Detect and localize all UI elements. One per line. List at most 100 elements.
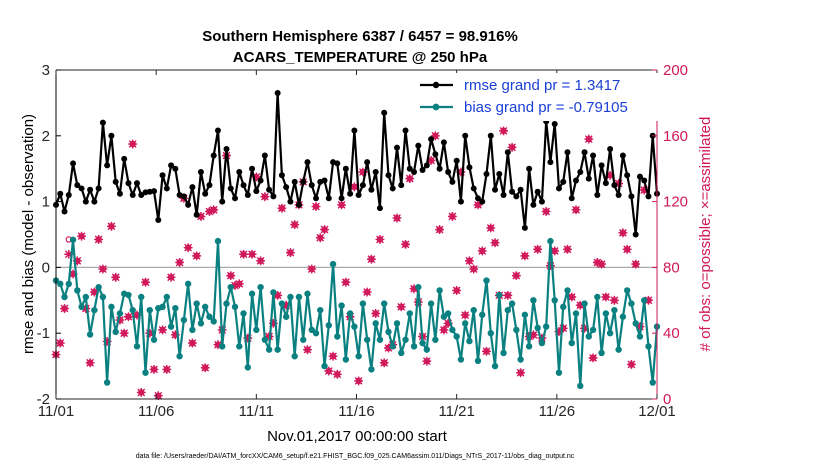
bias-point [69,236,77,243]
bias-point [65,280,72,288]
obs-assimilated-point [273,290,283,300]
obs-assimilated-point [503,290,513,300]
rmse-point [172,165,179,172]
bias-point [180,316,188,324]
obs-assimilated-point [554,327,564,336]
obs-assimilated-point [332,369,342,379]
bias-point [466,337,473,345]
bias-point [82,293,90,301]
rmse-point [538,198,545,205]
bias-point [265,346,273,353]
obs-assimilated-point [234,279,244,289]
bias-point [517,356,524,363]
rmse-point [99,119,106,126]
bias-point [389,343,396,350]
obs-assimilated-point [622,244,632,254]
rmse-point [530,201,537,208]
rmse-point [197,168,204,175]
bias-point [223,300,230,307]
bias-point [385,328,392,336]
bias-point [449,326,456,334]
obs-assimilated-point [584,134,594,144]
obs-assimilated-point [456,167,466,177]
rmse-point [509,188,516,195]
rmse-point [428,136,435,143]
bias-point [372,320,379,327]
obs-assimilated-point [384,343,393,353]
obs-assimilated-point [563,244,572,254]
bias-point [206,313,213,320]
bias-point [649,379,656,386]
obs-assimilated-point [499,126,508,136]
rmse-point [70,160,77,167]
bias-point [282,313,290,320]
rmse-point [645,193,652,200]
legend-rmse-label: rmse grand pr = 1.3417 [464,77,620,94]
bias-point [538,339,546,347]
rmse-point [270,193,277,200]
obs-assimilated-point [618,228,628,238]
obs-assimilated-point [516,368,526,378]
rmse-point [291,178,298,185]
bias-point [355,353,362,360]
y-tick-label-right: 160 [663,128,688,145]
y-tick-label-right: 0 [663,391,671,408]
obs-assimilated-point [243,333,253,343]
bias-point [125,291,132,299]
rmse-point [415,142,422,149]
bias-point [508,300,516,307]
footnote: data file: /Users/raeder/DAI/ATM_forcXX/… [136,453,575,460]
rmse-point [411,168,418,175]
rmse-point [236,168,243,175]
obs-assimilated-point [528,330,538,340]
rmse-point [274,90,281,97]
rmse-point [347,190,354,197]
rmse-point [624,172,631,179]
obs-assimilated-point [435,225,445,234]
obs-assimilated-point [187,338,197,348]
y-axis-label-left: rmse and bias (model - observation) [20,114,37,354]
rmse-point [619,152,626,159]
obs-assimilated-point [320,225,329,234]
obs-assimilated-point [175,258,185,267]
rmse-point [295,201,302,208]
rmse-point [321,177,328,184]
rmse-point [568,195,575,202]
bias-point [129,306,136,314]
bias-point [641,297,648,304]
rmse-point [466,164,473,171]
obs-assimilated-point [213,340,223,350]
obs-assimilated-point [460,310,470,320]
obs-assimilated-point [60,304,69,313]
obs-assimilated-point [631,259,641,269]
obs-assimilated-point [149,364,159,374]
bias-point [479,311,486,318]
legend: rmse grand pr = 1.3417 bias grand pr = -… [413,73,663,121]
bias-point [564,287,571,294]
rmse-point [108,132,115,139]
obs-assimilated-point [349,182,359,192]
obs-assimilated-point [430,131,440,141]
bias-point [368,366,375,373]
legend-bias-label: bias grand pr = -0.79105 [464,99,628,116]
obs-assimilated-point [324,366,334,376]
bias-point [551,297,558,304]
obs-assimilated-point [226,271,236,281]
bias-point [329,260,337,268]
rmse-point [287,198,294,205]
bias-point [253,326,260,334]
bias-point [86,331,94,338]
rmse-point [121,155,128,162]
rmse-point [133,180,140,187]
rmse-point [219,198,226,205]
bias-point [95,283,102,291]
obs-assimilated-point [260,192,270,202]
obs-assimilated-point [490,238,500,248]
rmse-point [244,192,251,199]
obs-assimilated-point [473,200,483,210]
obs-assimilated-point [205,207,214,216]
obs-assimilated-point [362,287,372,297]
obs-assimilated-point [303,345,312,355]
bias-point [398,349,405,357]
obs-assimilated-point [469,264,479,274]
